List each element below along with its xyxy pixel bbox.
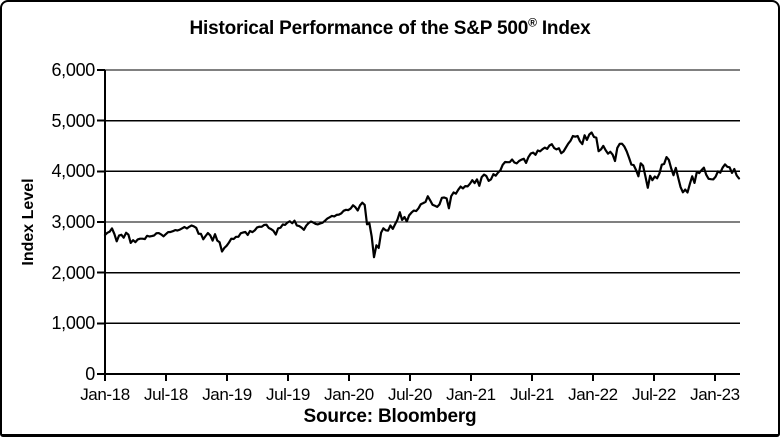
x-axis-tick-label: Jul-20 [388, 385, 432, 404]
x-axis-tick-label: Jan-22 [568, 385, 618, 404]
x-axis-tick-label: Jan-18 [80, 385, 130, 404]
x-axis-tick-label: Jul-18 [144, 385, 188, 404]
x-axis-tick-label: Jan-20 [324, 385, 374, 404]
y-axis-tick-label: 6,000 [51, 60, 95, 80]
y-axis-tick-label: 0 [85, 364, 95, 384]
sp500-series-line [103, 131, 741, 259]
y-axis-tick-label: 3,000 [51, 212, 95, 232]
y-axis-tick-label: 1,000 [51, 313, 95, 334]
y-axis-tick-label: 4,000 [51, 161, 95, 182]
x-axis-tick-label: Jan-23 [690, 385, 740, 404]
x-axis-tick-label: Jan-21 [446, 385, 496, 404]
x-axis-tick-label: Jul-21 [510, 385, 554, 404]
source-caption: Source: Bloomberg [303, 406, 477, 427]
x-axis-tick-label: Jan-19 [202, 385, 252, 404]
chart-title: Historical Performance of the S&P 500® I… [2, 15, 778, 40]
chart-title-text: Historical Performance of the S&P 500 [189, 18, 529, 39]
x-axis-tick-label: Jul-22 [631, 385, 676, 404]
x-axis-tick-label: Jul-19 [266, 385, 310, 404]
y-axis-tick-label: 2,000 [51, 262, 95, 283]
registered-trademark-symbol: ® [528, 15, 537, 30]
chart-title-suffix: Index [536, 18, 591, 39]
y-axis-tick-label: 5,000 [51, 110, 95, 131]
